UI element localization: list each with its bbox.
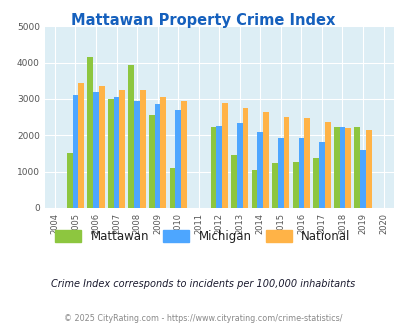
Bar — [222, 103, 227, 208]
Bar — [149, 115, 154, 208]
Legend: Mattawan, Michigan, National: Mattawan, Michigan, National — [51, 225, 354, 248]
Bar — [87, 57, 93, 208]
Bar — [78, 82, 84, 208]
Bar — [128, 65, 134, 208]
Bar — [333, 127, 339, 208]
Text: Mattawan Property Crime Index: Mattawan Property Crime Index — [70, 13, 335, 27]
Bar — [72, 95, 78, 208]
Bar — [134, 101, 140, 208]
Bar — [93, 92, 99, 208]
Bar — [113, 97, 119, 208]
Bar — [313, 158, 318, 208]
Bar — [99, 86, 104, 208]
Bar — [277, 138, 283, 208]
Text: Crime Index corresponds to incidents per 100,000 inhabitants: Crime Index corresponds to incidents per… — [51, 279, 354, 289]
Bar — [175, 110, 181, 208]
Bar — [262, 112, 268, 208]
Bar — [324, 121, 330, 208]
Bar — [140, 90, 145, 208]
Bar — [237, 123, 242, 208]
Bar — [181, 101, 186, 208]
Bar — [283, 117, 289, 208]
Bar — [119, 90, 125, 208]
Bar — [354, 127, 359, 208]
Bar — [365, 130, 371, 208]
Bar — [154, 104, 160, 208]
Bar — [318, 142, 324, 208]
Bar — [272, 163, 277, 208]
Bar — [359, 150, 365, 208]
Bar — [242, 108, 248, 208]
Bar — [251, 170, 257, 208]
Bar — [339, 127, 345, 208]
Text: © 2025 CityRating.com - https://www.cityrating.com/crime-statistics/: © 2025 CityRating.com - https://www.city… — [64, 314, 341, 323]
Bar — [292, 162, 298, 208]
Bar — [169, 168, 175, 208]
Bar — [257, 132, 262, 208]
Bar — [67, 153, 72, 208]
Bar — [345, 128, 350, 208]
Bar — [108, 99, 113, 208]
Bar — [298, 138, 303, 208]
Bar — [160, 97, 166, 208]
Bar — [303, 118, 309, 208]
Bar — [230, 155, 237, 208]
Bar — [210, 127, 216, 208]
Bar — [216, 126, 222, 208]
